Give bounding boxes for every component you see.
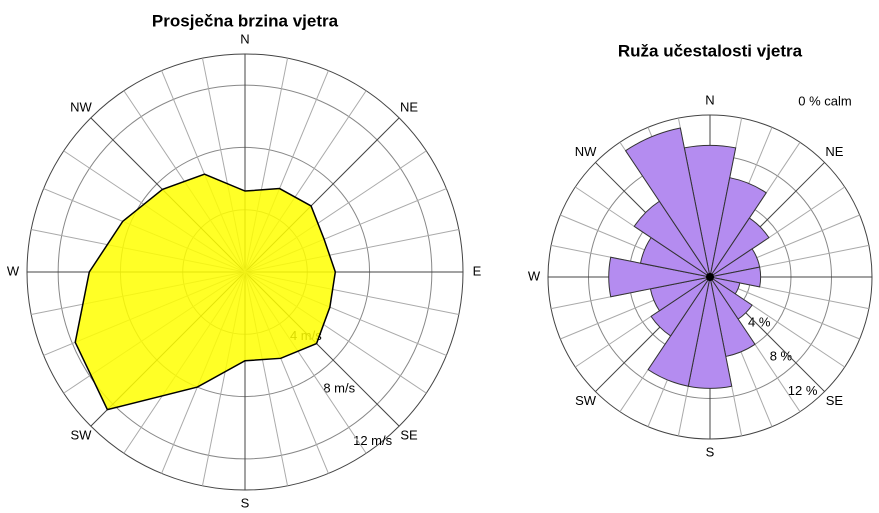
- direction-label: NE: [825, 144, 843, 159]
- petal: [650, 276, 711, 337]
- r-tick-label: 8 %: [770, 349, 793, 364]
- r-tick-label: 12 m/s: [353, 433, 393, 448]
- direction-label: NW: [575, 144, 597, 159]
- direction-label: W: [7, 263, 20, 278]
- petal: [608, 256, 711, 298]
- speed-area: [74, 173, 337, 411]
- petal: [647, 276, 711, 387]
- petal: [709, 177, 767, 278]
- r-tick-label: 4 %: [748, 314, 771, 329]
- annotation: 0 % calm: [798, 93, 851, 108]
- direction-label: N: [240, 31, 249, 46]
- direction-label: NW: [70, 99, 92, 114]
- direction-label: NE: [400, 99, 418, 114]
- center-dot: [706, 273, 714, 281]
- petal: [624, 127, 711, 278]
- direction-label: S: [241, 495, 250, 508]
- r-tick-label: 12 %: [788, 383, 818, 398]
- chart-title: Prosječna brzina vjetra: [152, 11, 339, 30]
- direction-label: SE: [400, 427, 418, 442]
- direction-label: N: [705, 92, 714, 107]
- direction-label: SE: [826, 393, 844, 408]
- direction-label: S: [706, 444, 715, 459]
- direction-label: W: [528, 268, 541, 283]
- chart-title: Ruža učestalosti vjetra: [618, 41, 803, 60]
- petal: [709, 217, 770, 278]
- direction-label: SW: [575, 393, 597, 408]
- direction-label: E: [473, 263, 482, 278]
- direction-label: SW: [70, 427, 92, 442]
- petal: [709, 266, 762, 288]
- r-tick-label: 8 m/s: [323, 380, 355, 395]
